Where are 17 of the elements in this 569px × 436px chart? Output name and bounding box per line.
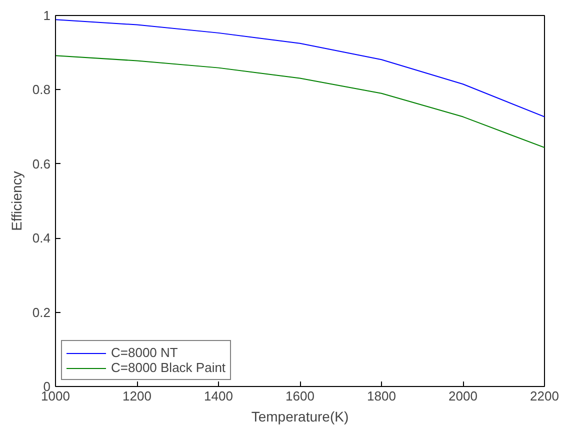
y-tick-label: 0.4 (32, 230, 51, 246)
x-axis-title: Temperature(K) (251, 408, 349, 424)
y-axis-title: Efficiency (8, 171, 24, 231)
line-series (56, 19, 544, 118)
x-tick-label: 1400 (204, 388, 233, 404)
legend-label: C=8000 Black Paint (111, 360, 226, 375)
y-tick-label: 0.8 (32, 82, 51, 98)
line-series (56, 55, 544, 148)
y-tick-label: 1 (43, 8, 51, 23)
y-tick-label: 0.2 (32, 304, 51, 320)
x-tick-label: 1200 (122, 388, 152, 404)
x-tick-label: 2000 (448, 388, 478, 404)
legend-label: C=8000 NT (111, 345, 178, 360)
x-tick-label: 1800 (367, 388, 396, 404)
x-tick-label: 1600 (286, 388, 314, 404)
x-tick-label: 2200 (530, 388, 559, 404)
y-tick-label: 0.6 (32, 156, 51, 172)
